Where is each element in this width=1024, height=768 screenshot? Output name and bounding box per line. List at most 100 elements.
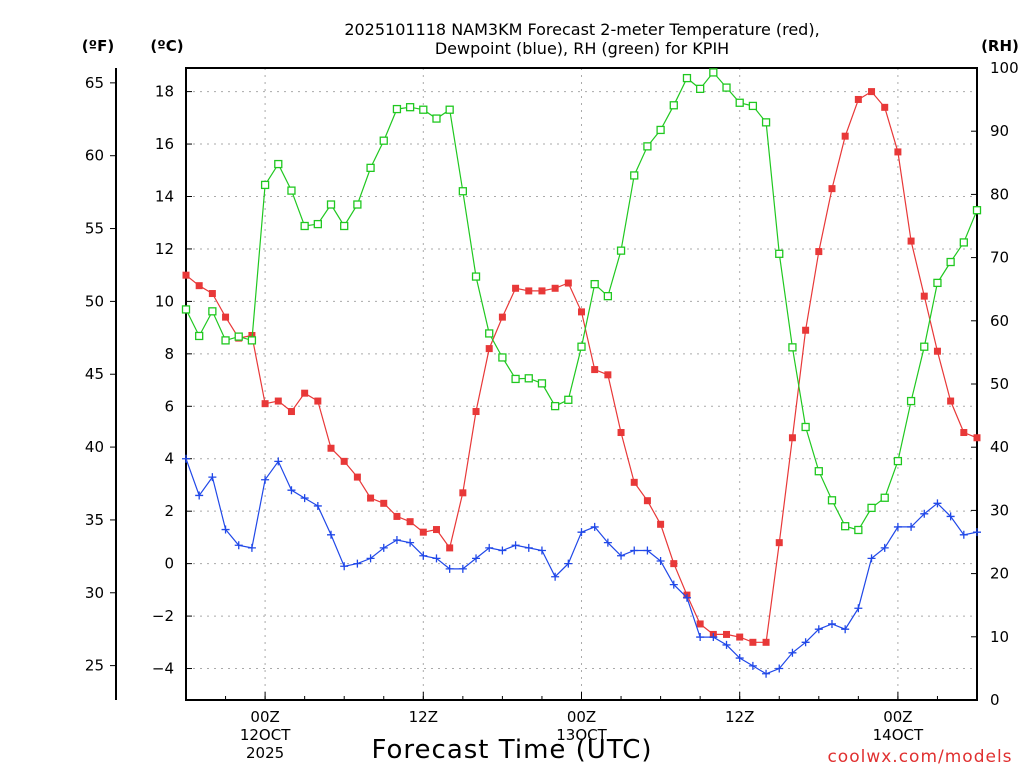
2-meter-temperature-point xyxy=(723,630,731,638)
2-meter-temperature-point xyxy=(591,366,599,374)
2-meter-temperature-point xyxy=(604,371,612,379)
x-tick-label: 14OCT xyxy=(873,726,924,744)
fahrenheit-tick-label: 35 xyxy=(85,511,104,529)
dewpoint-point xyxy=(590,522,599,531)
rh-point xyxy=(300,221,309,231)
rh-tick-label: 40 xyxy=(990,438,1009,456)
dewpoint-point xyxy=(537,546,546,555)
credit-link[interactable]: coolwx.com/models xyxy=(827,747,1012,767)
rh-point xyxy=(656,125,665,135)
2-meter-temperature-point xyxy=(564,279,572,287)
2-meter-temperature-point xyxy=(393,512,401,520)
rh-point xyxy=(234,332,243,341)
2-meter-temperature-point xyxy=(222,313,230,321)
2-meter-temperature-point xyxy=(920,292,928,300)
rh-point xyxy=(353,200,362,209)
dewpoint-point xyxy=(195,491,204,500)
celsius-tick-label: 14 xyxy=(155,187,174,205)
2-meter-temperature-point xyxy=(907,237,915,245)
rh-point xyxy=(682,73,692,83)
rh-point xyxy=(959,238,968,247)
rh-point xyxy=(498,353,507,362)
2-meter-temperature-point xyxy=(287,408,295,416)
2-meter-temperature-point xyxy=(380,499,388,507)
fahrenheit-tick-label: 60 xyxy=(85,147,104,165)
rh-point xyxy=(208,307,217,316)
rh-point xyxy=(788,343,797,352)
2-meter-temperature-point xyxy=(881,103,889,111)
rh-point xyxy=(880,493,889,502)
dewpoint-point xyxy=(709,633,718,642)
x-tick-label: 00Z xyxy=(567,708,596,726)
rh-point xyxy=(405,103,415,112)
dewpoint-point xyxy=(340,562,349,571)
2-meter-temperature-point xyxy=(406,518,414,526)
2-meter-temperature-point xyxy=(340,457,348,465)
dewpoint-point xyxy=(801,638,810,647)
dewpoint-point xyxy=(485,543,494,552)
rh-point xyxy=(893,456,903,466)
dewpoint-point xyxy=(577,528,586,537)
rh-point xyxy=(564,395,573,404)
dewpoint-point xyxy=(814,625,823,634)
2-meter-temperature-point xyxy=(854,95,862,103)
dewpoint-point xyxy=(366,554,375,563)
dewpoint-point xyxy=(696,633,705,642)
celsius-tick-label: 16 xyxy=(155,135,174,153)
rh-point xyxy=(827,496,837,505)
rh-tick-label: 60 xyxy=(990,312,1009,330)
dewpoint-point xyxy=(458,564,467,573)
dewpoint-point xyxy=(353,559,362,568)
celsius-tick-label: 2 xyxy=(164,502,174,520)
dewpoint-point xyxy=(472,554,481,563)
dewpoint-point xyxy=(920,509,929,518)
dewpoint-point xyxy=(392,536,401,545)
rh-tick-label: 90 xyxy=(990,122,1009,140)
chart-subtitle: Dewpoint (blue), RH (green) for KPIH xyxy=(435,39,729,58)
fahrenheit-tick-label: 30 xyxy=(85,584,104,602)
dewpoint-point xyxy=(261,475,270,484)
rh-point xyxy=(735,98,744,107)
2-meter-temperature-point xyxy=(446,544,454,552)
rh-point xyxy=(854,525,863,535)
rh-point xyxy=(550,401,560,411)
celsius-tick-label: 8 xyxy=(164,345,174,363)
2-meter-temperature-point xyxy=(314,397,322,405)
rh-point xyxy=(841,522,850,531)
rh-point xyxy=(696,84,705,94)
2-meter-temperature-point xyxy=(551,284,559,292)
rh-point xyxy=(537,379,547,388)
rh-point xyxy=(643,142,652,151)
dewpoint-point xyxy=(880,543,889,552)
rh-point xyxy=(313,219,322,229)
rh-point xyxy=(432,114,441,123)
dewpoint-point xyxy=(511,541,520,550)
dewpoint-point xyxy=(933,499,942,508)
celsius-tick-label: −4 xyxy=(152,660,174,678)
2-meter-temperature-point xyxy=(419,528,427,536)
2-meter-temperature-point xyxy=(643,497,651,505)
dewpoint-point xyxy=(893,522,902,531)
celsius-tick-label: 0 xyxy=(164,555,174,573)
x-tick-label: 12Z xyxy=(725,708,754,726)
celsius-tick-label: 10 xyxy=(155,292,174,310)
celsius-tick-label: 18 xyxy=(155,83,174,101)
rh-tick-label: 10 xyxy=(990,628,1009,646)
fahrenheit-tick-label: 65 xyxy=(85,74,104,92)
rh-point xyxy=(485,329,494,338)
dewpoint-point xyxy=(722,640,731,649)
dewpoint-point xyxy=(498,546,507,555)
fahrenheit-unit-label: (ºF) xyxy=(82,37,114,55)
dewpoint-point xyxy=(379,543,388,552)
rh-point xyxy=(630,171,639,180)
dewpoint-point xyxy=(406,538,415,547)
gridlines xyxy=(186,68,977,700)
rh-point xyxy=(274,159,283,169)
2-meter-temperature-point xyxy=(775,539,783,547)
rh-point xyxy=(801,422,810,432)
2-meter-temperature-point xyxy=(578,308,585,316)
chart-title: 2025101118 NAM3KM Forecast 2-meter Tempe… xyxy=(344,20,819,39)
2-meter-temperature-point xyxy=(195,282,203,290)
dewpoint-point xyxy=(564,559,573,568)
celsius-tick-label: 12 xyxy=(155,240,174,258)
